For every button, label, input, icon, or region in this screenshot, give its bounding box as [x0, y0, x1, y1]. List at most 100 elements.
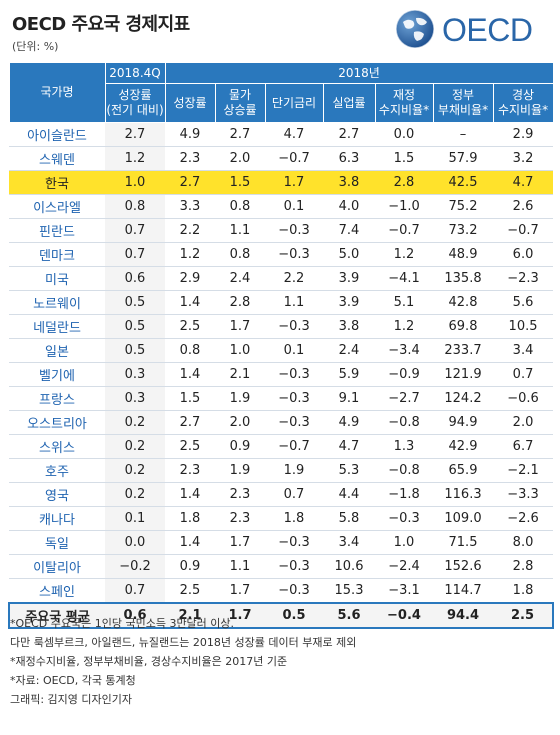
value-cell: 1.8 [265, 506, 323, 531]
country-name: 스위스 [9, 434, 105, 459]
value-cell: −0.6 [493, 386, 554, 411]
value-cell: −0.3 [375, 506, 433, 531]
value-cell: 109.0 [433, 506, 493, 531]
value-cell: 233.7 [433, 338, 493, 363]
footnote-line: *자료: OECD, 각국 통계청 [10, 674, 136, 687]
value-cell: 2.9 [165, 266, 215, 291]
value-cell: −0.3 [265, 554, 323, 579]
value-cell: 1.9 [265, 458, 323, 483]
value-cell: 2.2 [165, 218, 215, 243]
country-name: 캐나다 [9, 506, 105, 531]
value-cell: −0.3 [265, 314, 323, 339]
value-cell: 0.0 [375, 122, 433, 147]
value-cell: −0.3 [265, 218, 323, 243]
value-cell: 65.9 [433, 458, 493, 483]
value-cell: 42.8 [433, 290, 493, 315]
header-row-group: 국가명 2018.4Q 2018년 [8, 62, 554, 123]
value-cell: −0.3 [265, 578, 323, 604]
value-cell: 2.6 [493, 194, 554, 219]
value-cell: 0.9 [215, 434, 265, 459]
value-cell: 2.9 [493, 122, 554, 147]
value-cell: 0.7 [105, 218, 165, 243]
value-cell: 0.5 [265, 602, 323, 629]
oecd-logo: OECD [394, 8, 544, 52]
table-row: 네덜란드 0.5 2.5 1.7 −0.3 3.8 1.2 69.8 10.5 [9, 314, 554, 339]
value-cell: −0.3 [265, 362, 323, 387]
header: OECD 주요국 경제지표 (단위: %) OECD [0, 0, 560, 62]
country-name: 아이슬란드 [9, 122, 105, 147]
value-cell: 1.4 [165, 530, 215, 555]
value-cell: 1.0 [105, 170, 165, 195]
value-cell: 94.9 [433, 410, 493, 435]
value-cell: 3.4 [493, 338, 554, 363]
value-cell: 2.0 [215, 410, 265, 435]
footnote-line: *OECD 주요국은 1인당 국민소득 3만달러 이상. [10, 617, 235, 630]
country-name: 노르웨이 [9, 290, 105, 315]
header-group-2018q4: 2018.4Q [104, 62, 166, 84]
country-name: 이스라엘 [9, 194, 105, 219]
value-cell: 3.4 [323, 530, 375, 555]
value-cell: 0.5 [105, 314, 165, 339]
value-cell: −0.3 [265, 386, 323, 411]
footnotes: *OECD 주요국은 1인당 국민소득 3만달러 이상. 다만 룩셈부르크, 아… [10, 614, 356, 709]
value-cell: −0.4 [375, 602, 433, 629]
header-column-line: 부채비율* [437, 103, 489, 117]
value-cell: 3.8 [323, 314, 375, 339]
value-cell: 0.8 [215, 194, 265, 219]
header-column: 실업률 [322, 83, 376, 123]
value-cell: 1.2 [105, 146, 165, 171]
value-cell: −0.7 [265, 434, 323, 459]
value-cell: 1.1 [215, 218, 265, 243]
table-row: 호주 0.2 2.3 1.9 1.9 5.3 −0.8 65.9 −2.1 [9, 458, 554, 483]
value-cell: 3.3 [165, 194, 215, 219]
table-row: 핀란드 0.7 2.2 1.1 −0.3 7.4 −0.7 73.2 −0.7 [9, 218, 554, 243]
header-column: 단기금리 [264, 83, 324, 123]
value-cell: 2.4 [215, 266, 265, 291]
value-cell: 5.6 [323, 602, 375, 629]
value-cell: 1.2 [165, 242, 215, 267]
value-cell: 75.2 [433, 194, 493, 219]
value-cell: 116.3 [433, 482, 493, 507]
header-column: 경상 수지비율* [492, 83, 554, 123]
value-cell: 124.2 [433, 386, 493, 411]
table-row: 아이슬란드 2.7 4.9 2.7 4.7 2.7 0.0–2.9 [9, 122, 554, 147]
value-cell: 2.7 [105, 122, 165, 147]
value-cell: 114.7 [433, 578, 493, 604]
header-group-2018: 2018년 [164, 62, 554, 84]
footnote-line: 그래픽: 김지영 디자인기자 [10, 693, 133, 706]
value-cell: −0.8 [375, 410, 433, 435]
value-cell: 0.1 [105, 506, 165, 531]
value-cell: 0.7 [493, 362, 554, 387]
value-cell: 57.9 [433, 146, 493, 171]
value-cell: 0.1 [265, 338, 323, 363]
table-row: 일본 0.5 0.8 1.0 0.1 2.4 −3.4 233.7 3.4 [9, 338, 554, 363]
table-row: 벨기에 0.3 1.4 2.1 −0.3 5.9 −0.9 121.9 0.7 [9, 362, 554, 387]
table-row: 노르웨이 0.5 1.4 2.8 1.1 3.9 5.1 42.8 5.6 [9, 290, 554, 315]
value-cell: 9.1 [323, 386, 375, 411]
value-cell: 1.1 [215, 554, 265, 579]
value-cell: −1.0 [375, 194, 433, 219]
value-cell: 2.7 [165, 170, 215, 195]
value-cell: −0.7 [265, 146, 323, 171]
value-cell: 48.9 [433, 242, 493, 267]
page-title: OECD 주요국 경제지표 [12, 14, 190, 35]
value-cell: 1.7 [215, 314, 265, 339]
table-body: 아이슬란드 2.7 4.9 2.7 4.7 2.7 0.0–2.9 스웨덴 1.2 2.3 2.0−… [8, 122, 555, 629]
table-row: 스페인 0.7 2.5 1.7 −0.3 15.3 −3.1 114.7 1.8 [9, 578, 554, 604]
value-cell: 135.8 [433, 266, 493, 291]
value-cell: 0.2 [105, 482, 165, 507]
table-row: 영국 0.2 1.4 2.3 0.7 4.4 −1.8 116.3 −3.3 [9, 482, 554, 507]
value-cell: 1.8 [165, 506, 215, 531]
header-column-line: 경상 [511, 88, 535, 102]
value-cell: 4.4 [323, 482, 375, 507]
value-cell: 2.2 [265, 266, 323, 291]
value-cell: 2.3 [215, 506, 265, 531]
header-column-line: 성장률 [173, 95, 207, 110]
value-cell: 0.7 [105, 578, 165, 604]
value-cell: 2.4 [323, 338, 375, 363]
value-cell: −0.3 [265, 530, 323, 555]
value-cell: 2.5 [493, 602, 555, 629]
value-cell: 2.5 [165, 578, 215, 604]
footnote-line: 다만 룩셈부르크, 아일랜드, 뉴질랜드는 2018년 성장률 데이터 부재로 … [10, 636, 357, 649]
header-column: 물가 상승률 [214, 83, 266, 123]
